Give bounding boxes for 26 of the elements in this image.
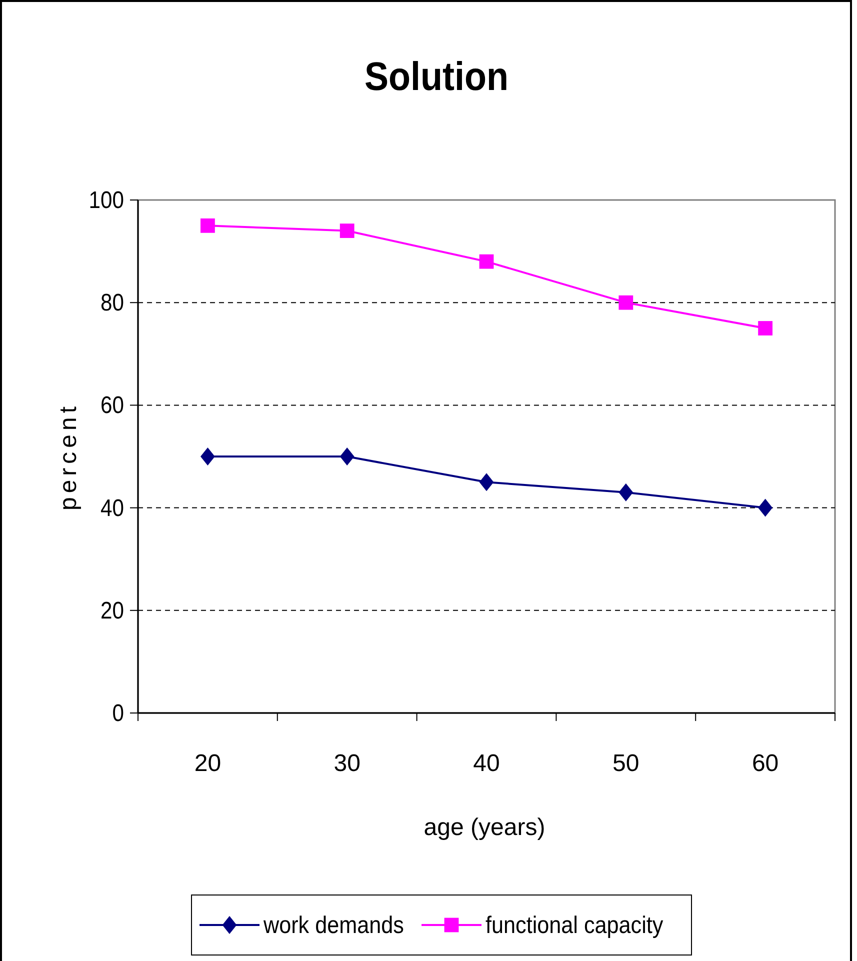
x-tick-label: 50	[612, 750, 640, 777]
x-tick-label: 30	[334, 750, 360, 777]
legend-label: work demands	[262, 910, 404, 938]
point	[618, 483, 634, 502]
point	[758, 498, 772, 517]
point	[479, 473, 494, 492]
y-tick-label: 20	[100, 597, 124, 624]
x-tick-label: 40	[473, 750, 500, 777]
point	[200, 218, 215, 233]
y-axis-title: percent	[55, 402, 82, 511]
x-tick-label: 60	[752, 750, 779, 777]
y-tick-label: 100	[88, 186, 124, 214]
y-tick-label: 40	[100, 494, 124, 522]
x-axis-title: age (years)	[424, 814, 546, 841]
y-tick-label: 60	[100, 392, 124, 419]
legend-label: functional capacity	[486, 910, 664, 938]
y-tick-label: 80	[100, 289, 124, 316]
chart-title: Solution	[364, 55, 508, 100]
x-tick-label: 20	[194, 750, 222, 777]
point	[618, 295, 634, 310]
point	[758, 321, 772, 336]
point	[479, 254, 494, 269]
point	[200, 448, 215, 466]
point	[340, 224, 354, 238]
point	[340, 448, 354, 466]
y-tick-label: 0	[112, 700, 124, 726]
